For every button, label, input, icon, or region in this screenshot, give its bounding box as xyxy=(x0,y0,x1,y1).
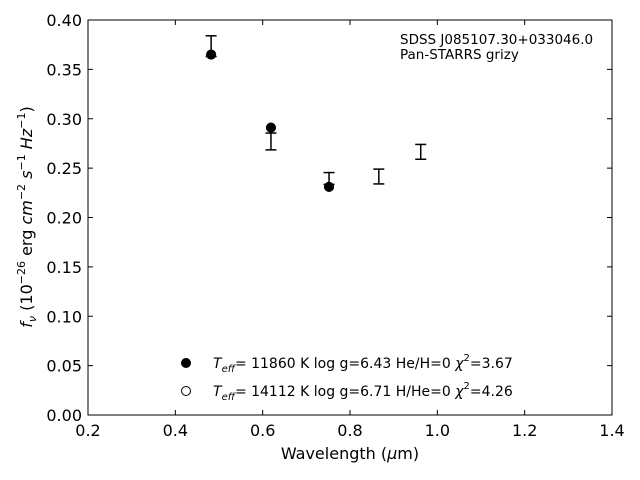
y-tick-label: 0.30 xyxy=(46,110,82,129)
x-tick-label: 1.0 xyxy=(425,421,450,440)
y-tick-label: 0.20 xyxy=(46,209,82,228)
x-tick-label: 0.4 xyxy=(163,421,188,440)
legend-marker-filled xyxy=(181,358,191,368)
model-point-open xyxy=(206,49,217,60)
legend-marker-open xyxy=(181,386,191,396)
error-bar xyxy=(265,132,277,151)
error-bar xyxy=(415,143,427,160)
y-tick-label: 0.25 xyxy=(46,159,82,178)
x-tick-label: 1.4 xyxy=(599,421,624,440)
survey-name: Pan-STARRS grizy xyxy=(400,47,519,63)
y-tick-label: 0.40 xyxy=(46,11,82,30)
legend-entry-1: Teff= 11860 K log g=6.43 He/H=0 χ2=3.67 xyxy=(213,353,513,375)
y-tick-label: 0.35 xyxy=(46,60,82,79)
y-tick-label: 0.05 xyxy=(46,357,82,376)
y-tick-label: 0.15 xyxy=(46,258,82,277)
x-axis-label: Wavelength (μm) xyxy=(281,444,419,463)
object-name: SDSS J085107.30+033046.0 xyxy=(400,32,593,48)
legend-entry-2: Teff= 14112 K log g=6.71 H/He=0 χ2=4.26 xyxy=(213,381,513,403)
y-tick-label: 0.10 xyxy=(46,307,82,326)
y-axis-label: fν (10−26 erg cm−2 s−1 Hz−1) xyxy=(15,106,39,327)
x-tick-label: 0.6 xyxy=(250,421,275,440)
x-tick-label: 0.8 xyxy=(337,421,362,440)
error-bar xyxy=(373,168,385,185)
x-axis: 0.2 0.4 0.6 0.8 1.0 1.2 1.4 xyxy=(75,20,625,440)
y-tick-label: 0.00 xyxy=(46,406,82,425)
model-point-open xyxy=(265,122,276,133)
x-tick-label: 1.2 xyxy=(512,421,537,440)
model-points xyxy=(206,49,335,192)
observed-photometry xyxy=(205,35,427,186)
legend: Teff= 11860 K log g=6.43 He/H=0 χ2=3.67 … xyxy=(181,353,513,403)
model-point-open xyxy=(324,181,335,192)
x-tick-label: 0.2 xyxy=(75,421,100,440)
y-axis: 0.00 0.05 0.10 0.15 0.20 0.25 0.30 0.35 0.40 xyxy=(46,11,612,425)
